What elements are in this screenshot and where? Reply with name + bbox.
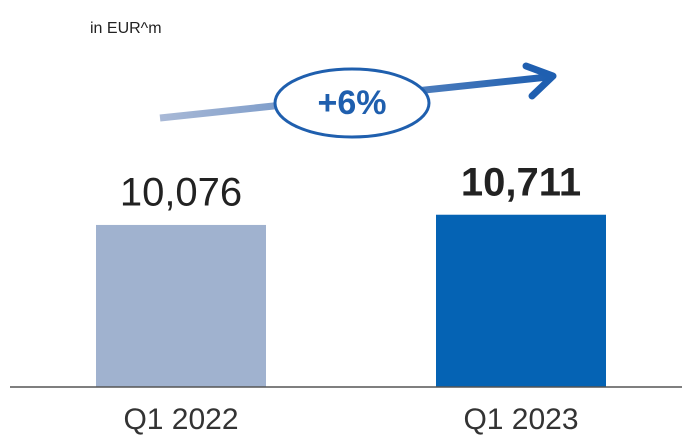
bar — [96, 224, 266, 387]
annotation-ellipse — [273, 67, 431, 139]
value-label: 10,076 — [120, 171, 242, 215]
value-label: 10,711 — [461, 160, 581, 204]
arrow-head — [522, 62, 557, 100]
x-tick-label: Q1 2023 — [463, 403, 578, 436]
bar — [436, 214, 606, 387]
x-tick-label: Q1 2022 — [123, 403, 238, 436]
annotation: +6% — [318, 84, 387, 122]
subtitle: in EUR^m — [90, 20, 162, 37]
